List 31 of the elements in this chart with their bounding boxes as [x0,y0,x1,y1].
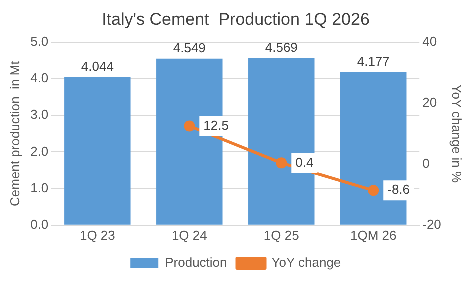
point [276,158,288,169]
data-label: 4.044 [81,58,114,74]
data-label: 12.5 [204,118,229,133]
bar [248,58,315,225]
chart-title: Italy's Cement Production 1Q 2026 [102,10,370,29]
x-tick-label: 1QM 26 [350,228,397,243]
y-tick-label: 1.0 [30,180,49,196]
data-label: 0.4 [296,154,314,170]
x-tick-label: 1Q 25 [264,228,300,243]
y2-tick-label: 40 [422,34,438,49]
data-label: 4.569 [265,40,298,55]
data-label: 4.177 [357,54,390,70]
point [368,185,380,196]
data-label: 4.549 [173,40,206,56]
y2-tick-label: -20 [422,216,442,232]
y2-axis-title: YoY change in % [450,84,465,184]
y2-tick-label: 20 [422,94,438,110]
x-tick-label: 1Q 24 [172,228,208,243]
legend-label: YoY change [272,255,342,270]
y-tick-label: 5.0 [30,34,49,49]
y-tick-label: 0.0 [30,216,49,232]
y-tick-label: 2.0 [30,144,49,159]
y2-tick-label: 0 [422,156,430,171]
point [184,120,196,132]
y-tick-label: 3.0 [30,107,49,122]
legend-label: Production [165,255,228,270]
data-label: -8.6 [388,182,410,198]
y-tick-label: 4.0 [30,70,49,86]
x-tick-label: 1Q 23 [80,228,116,243]
bar [64,77,131,225]
y-axis-title: Cement production in Mt [7,60,22,207]
